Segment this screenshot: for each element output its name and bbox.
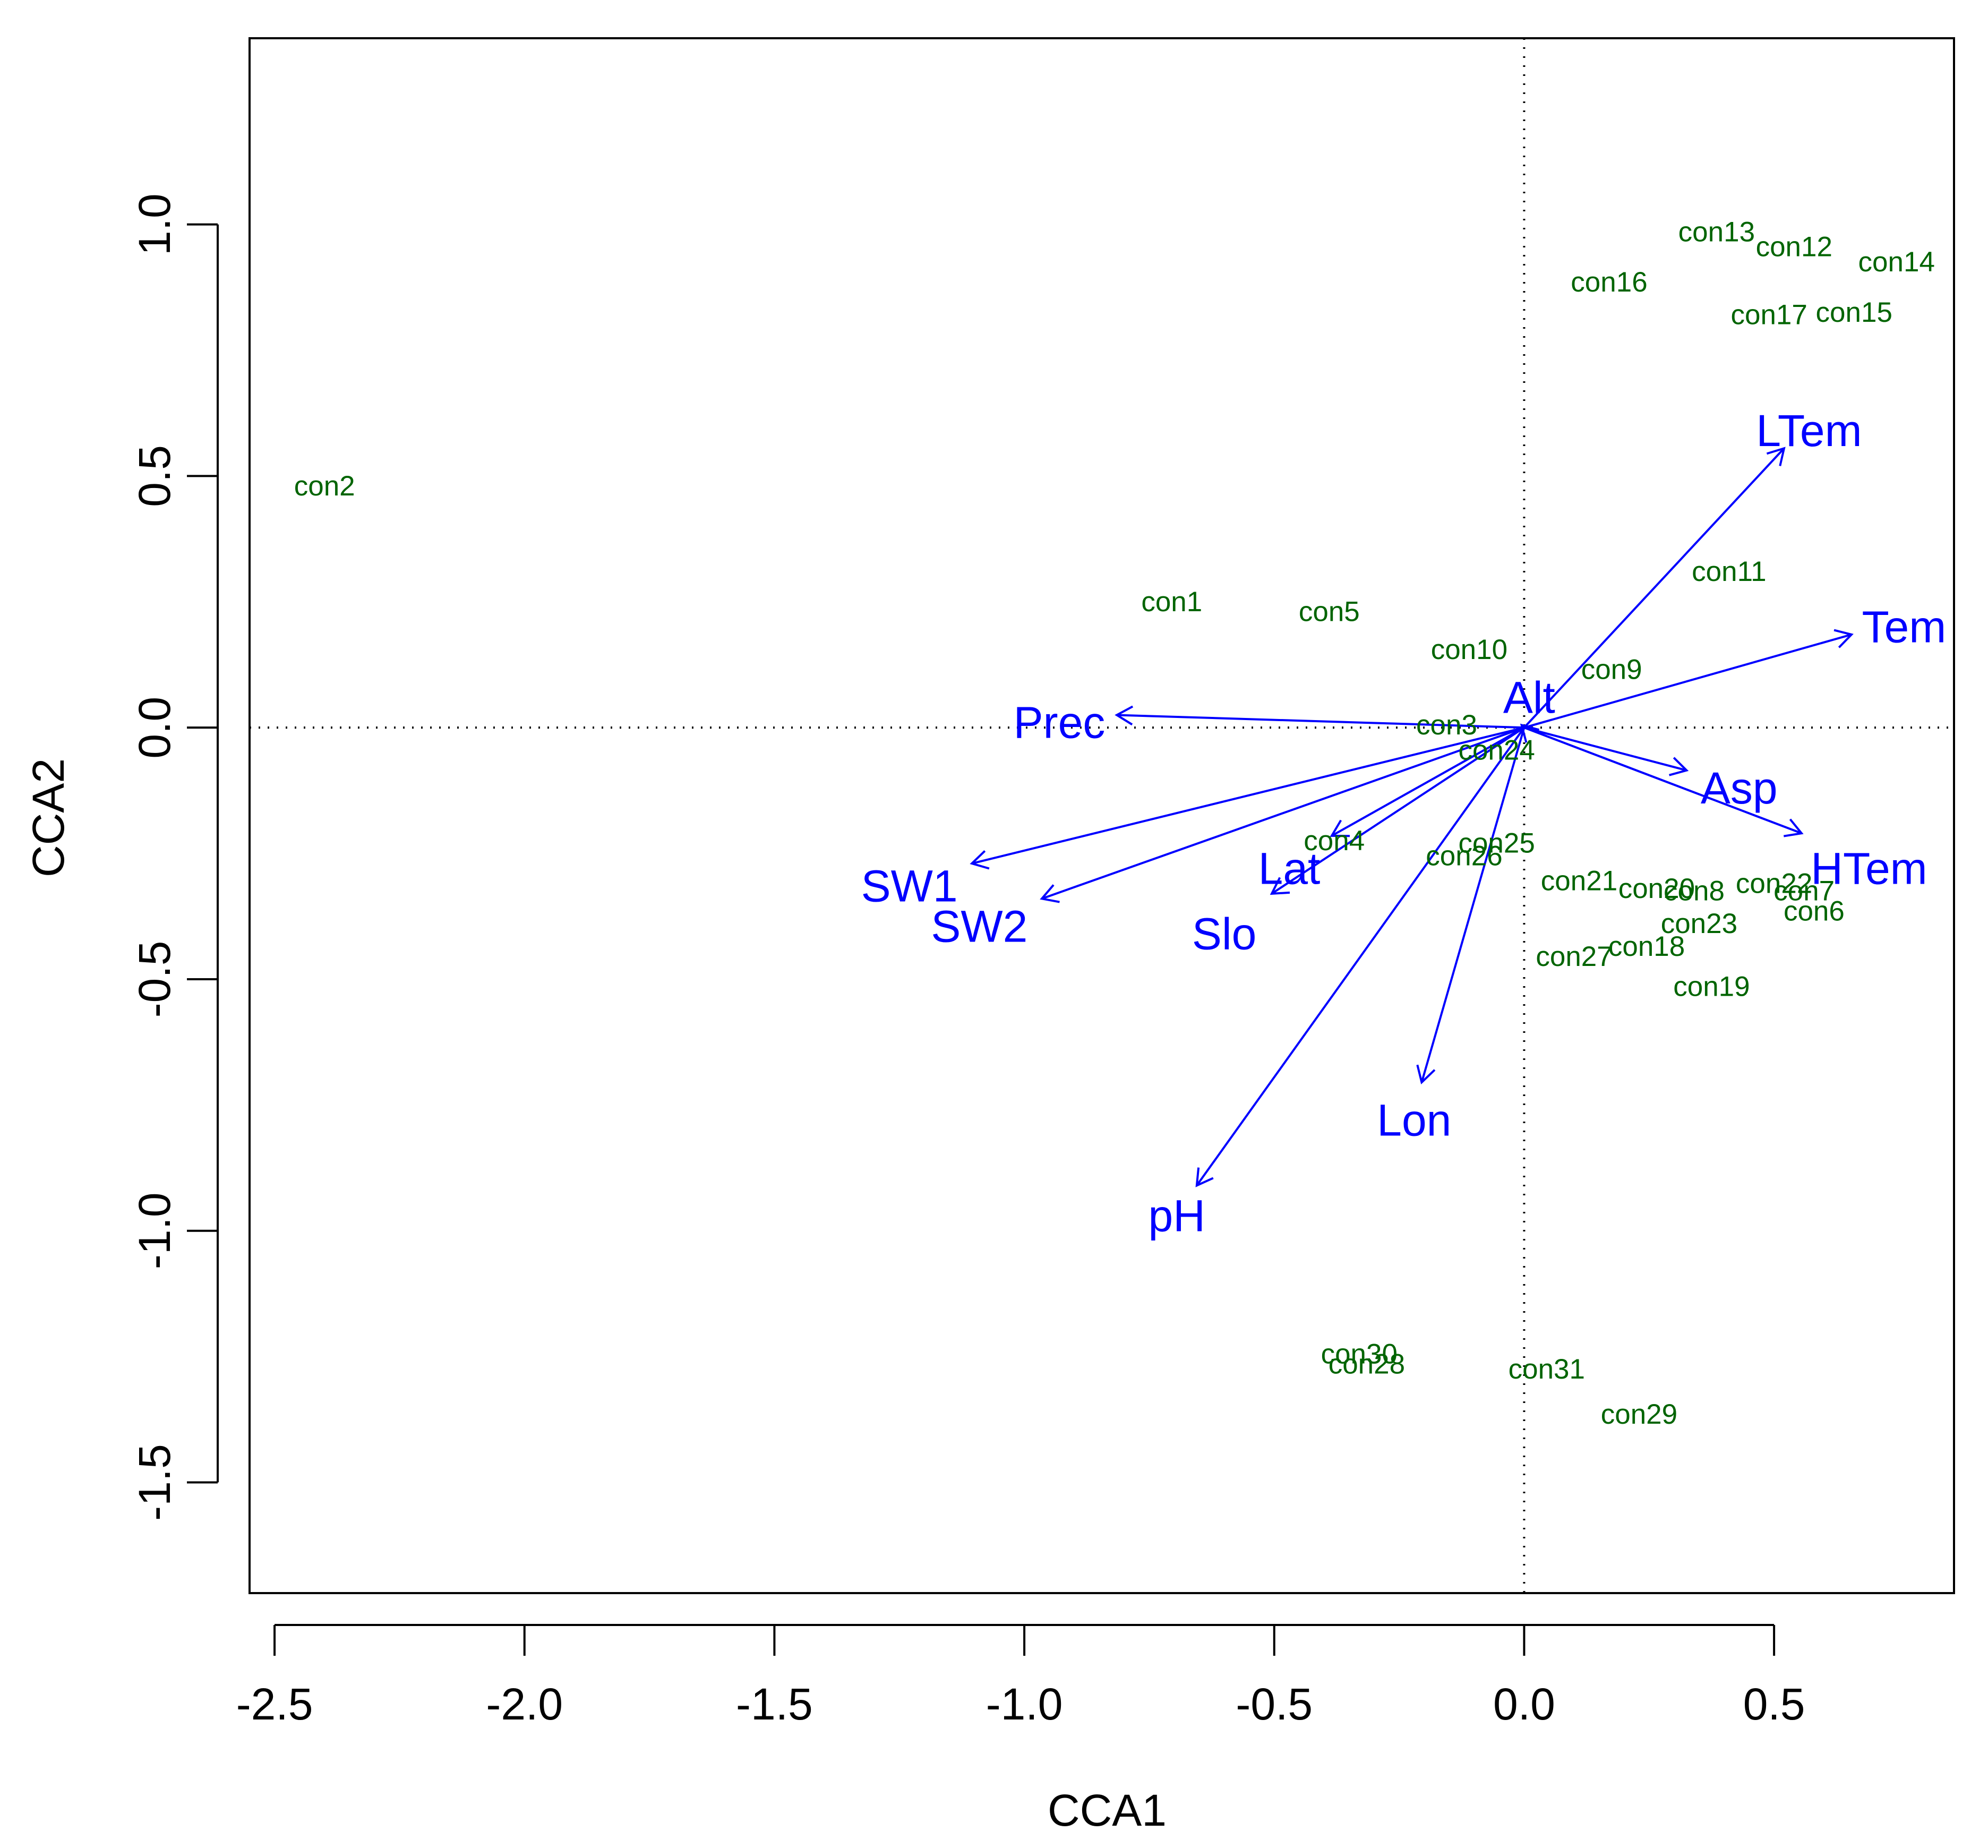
plot-frame — [248, 37, 1955, 1594]
vector-lat — [1331, 726, 1525, 837]
vector-label-sw2: SW2 — [931, 901, 1027, 951]
site-con30: con30 — [1321, 1338, 1398, 1370]
vector-label-lon: Lon — [1377, 1095, 1451, 1145]
site-con24: con24 — [1458, 734, 1535, 766]
arrowhead-alt — [1520, 723, 1540, 743]
vector-slo — [1271, 726, 1525, 895]
arrowhead-htem — [1784, 818, 1804, 837]
site-con8: con8 — [1664, 876, 1725, 907]
site-con29: con29 — [1601, 1399, 1677, 1430]
y-tick-label: 1.0 — [130, 193, 179, 255]
vector-label-alt: Alt — [1503, 672, 1555, 722]
vector-label-asp: Asp — [1701, 763, 1778, 813]
vector-label-prec: Prec — [1014, 698, 1106, 748]
x-axis-title: CCA1 — [1048, 1785, 1167, 1835]
x-tick-label: -2.0 — [486, 1679, 563, 1729]
x-tick-label: -2.5 — [236, 1679, 313, 1729]
site-con9: con9 — [1581, 654, 1642, 686]
x-tick-label: -1.0 — [986, 1679, 1063, 1729]
site-con2: con2 — [294, 470, 355, 502]
site-con22: con22 — [1736, 868, 1812, 899]
vector-label-sw1: SW1 — [861, 861, 958, 911]
site-con7: con7 — [1773, 876, 1835, 907]
site-con20: con20 — [1618, 873, 1695, 904]
arrowhead-sw1 — [970, 850, 990, 870]
vector-prec — [1117, 714, 1524, 729]
y-tick-label: -0.5 — [130, 941, 179, 1018]
site-con16: con16 — [1571, 267, 1647, 298]
site-con12: con12 — [1756, 232, 1832, 263]
vector-label-slo: Slo — [1192, 909, 1256, 959]
site-con15: con15 — [1816, 297, 1892, 328]
y-tick-label: 0.0 — [130, 697, 179, 759]
y-tick-label: 0.5 — [130, 445, 179, 507]
vector-label-ph: pH — [1149, 1191, 1205, 1240]
vector-sw1 — [971, 726, 1524, 865]
axes: -2.5 -2.0 -1.5 -1.0 -0.5 0.0 0.5 -1.5 -1.0 -0.5 0.… — [130, 37, 1955, 1729]
vector-label-tem: Tem — [1862, 602, 1947, 652]
arrowhead-ph — [1195, 1167, 1214, 1187]
site-con6: con6 — [1784, 896, 1845, 927]
site-con26: con26 — [1426, 840, 1502, 871]
y-axis-title: CCA2 — [23, 758, 73, 877]
site-con11: con11 — [1692, 556, 1766, 587]
vector-label-ltem: LTem — [1756, 406, 1862, 456]
site-con17: con17 — [1730, 300, 1807, 331]
zero-reference-lines — [250, 38, 1954, 1593]
arrowhead-slo — [1270, 877, 1290, 895]
site-con14: con14 — [1858, 246, 1935, 278]
site-con4: con4 — [1304, 825, 1365, 857]
x-tick-label: 0.0 — [1493, 1679, 1555, 1729]
vector-lon — [1420, 727, 1526, 1083]
x-tick-label: -1.5 — [736, 1679, 813, 1729]
arrowhead-sw2 — [1040, 884, 1060, 903]
site-con28: con28 — [1329, 1348, 1405, 1380]
site-con18: con18 — [1608, 931, 1685, 962]
site-con5: con5 — [1299, 596, 1360, 628]
environmental-vector-arrows — [970, 447, 1854, 1187]
site-con10: con10 — [1431, 634, 1507, 665]
site-con27: con27 — [1536, 941, 1612, 972]
arrowhead-ltem — [1766, 447, 1786, 466]
site-con21: con21 — [1541, 866, 1617, 897]
arrowhead-asp — [1669, 757, 1689, 776]
vector-ltem — [1523, 447, 1785, 729]
site-con31: con31 — [1509, 1354, 1585, 1385]
vector-label-htem: HTem — [1811, 843, 1927, 893]
vector-ph — [1196, 727, 1526, 1186]
site-con13: con13 — [1678, 216, 1755, 247]
site-con19: con19 — [1673, 971, 1750, 1003]
site-con25: con25 — [1458, 828, 1535, 859]
vector-label-lat: Lat — [1258, 843, 1321, 893]
y-tick-label: -1.0 — [130, 1192, 179, 1269]
y-tick-label: -1.5 — [130, 1444, 179, 1521]
vector-htem — [1523, 726, 1802, 835]
arrowhead-prec — [1115, 705, 1134, 726]
x-tick-label: -0.5 — [1236, 1679, 1313, 1729]
vector-tem — [1523, 633, 1852, 729]
vector-sw2 — [1041, 726, 1525, 900]
vector-asp — [1523, 726, 1687, 772]
arrowhead-tem — [1833, 629, 1854, 648]
arrowhead-lat — [1330, 819, 1350, 837]
site-con23: con23 — [1661, 908, 1737, 939]
x-tick-label: 0.5 — [1743, 1679, 1805, 1729]
arrowhead-lon — [1416, 1064, 1436, 1085]
site-con3: con3 — [1416, 709, 1477, 741]
site-con1: con1 — [1141, 586, 1202, 618]
